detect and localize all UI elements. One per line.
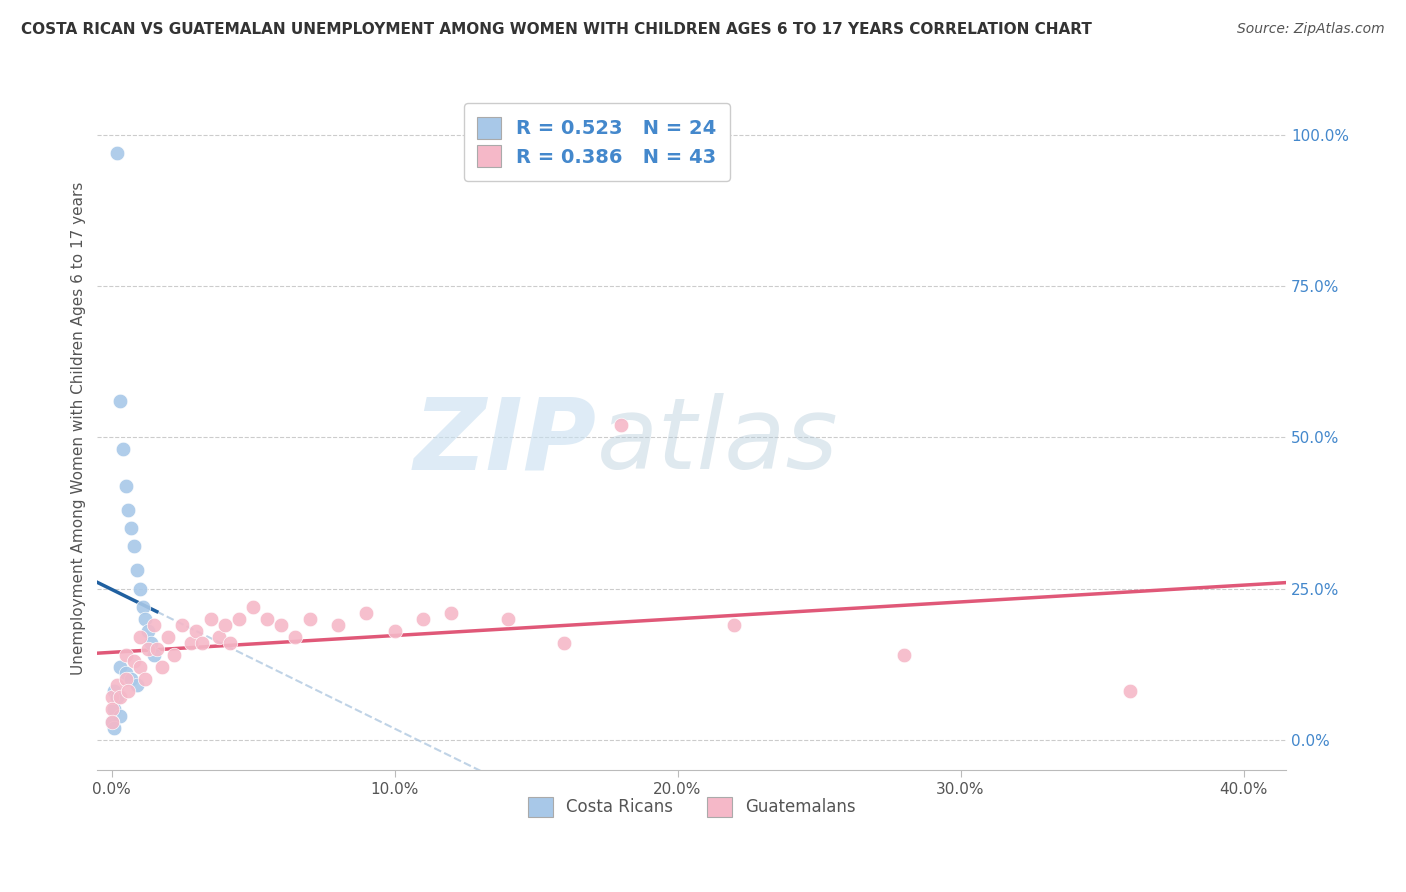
Point	[105, 678, 128, 692]
Point	[553, 636, 575, 650]
Point	[111, 442, 134, 457]
Point	[105, 145, 128, 160]
Point	[103, 684, 125, 698]
Point	[893, 648, 915, 662]
Text: Source: ZipAtlas.com: Source: ZipAtlas.com	[1237, 22, 1385, 37]
Point	[103, 721, 125, 735]
Point	[496, 612, 519, 626]
Point	[270, 617, 292, 632]
Point	[228, 612, 250, 626]
Point	[354, 606, 377, 620]
Point	[610, 418, 633, 433]
Point	[219, 636, 242, 650]
Point	[122, 654, 145, 668]
Point	[146, 642, 169, 657]
Point	[412, 612, 434, 626]
Point	[284, 630, 307, 644]
Point	[1119, 684, 1142, 698]
Point	[114, 478, 136, 492]
Text: atlas: atlas	[596, 393, 838, 491]
Point	[191, 636, 214, 650]
Point	[128, 582, 150, 596]
Point	[120, 672, 142, 686]
Point	[142, 648, 165, 662]
Point	[136, 624, 159, 638]
Point	[384, 624, 406, 638]
Point	[120, 521, 142, 535]
Text: COSTA RICAN VS GUATEMALAN UNEMPLOYMENT AMONG WOMEN WITH CHILDREN AGES 6 TO 17 YE: COSTA RICAN VS GUATEMALAN UNEMPLOYMENT A…	[21, 22, 1092, 37]
Point	[125, 563, 148, 577]
Point	[108, 394, 131, 409]
Point	[256, 612, 278, 626]
Point	[108, 690, 131, 705]
Point	[214, 617, 236, 632]
Point	[172, 617, 194, 632]
Point	[105, 690, 128, 705]
Point	[440, 606, 463, 620]
Point	[142, 617, 165, 632]
Point	[134, 612, 156, 626]
Point	[108, 708, 131, 723]
Point	[114, 648, 136, 662]
Point	[114, 666, 136, 681]
Point	[136, 642, 159, 657]
Point	[108, 660, 131, 674]
Point	[723, 617, 745, 632]
Point	[125, 678, 148, 692]
Point	[326, 617, 349, 632]
Point	[117, 503, 139, 517]
Point	[128, 630, 150, 644]
Point	[122, 539, 145, 553]
Legend: Costa Ricans, Guatemalans: Costa Ricans, Guatemalans	[522, 790, 862, 823]
Point	[100, 714, 122, 729]
Point	[131, 599, 153, 614]
Point	[242, 599, 264, 614]
Point	[139, 636, 162, 650]
Point	[186, 624, 208, 638]
Y-axis label: Unemployment Among Women with Children Ages 6 to 17 years: Unemployment Among Women with Children A…	[72, 181, 86, 675]
Point	[134, 672, 156, 686]
Point	[208, 630, 231, 644]
Point	[157, 630, 180, 644]
Point	[152, 660, 174, 674]
Point	[180, 636, 202, 650]
Point	[103, 702, 125, 716]
Point	[163, 648, 186, 662]
Point	[100, 702, 122, 716]
Point	[200, 612, 222, 626]
Text: ZIP: ZIP	[413, 393, 596, 491]
Point	[100, 714, 122, 729]
Point	[128, 660, 150, 674]
Point	[100, 690, 122, 705]
Point	[117, 684, 139, 698]
Point	[298, 612, 321, 626]
Point	[114, 672, 136, 686]
